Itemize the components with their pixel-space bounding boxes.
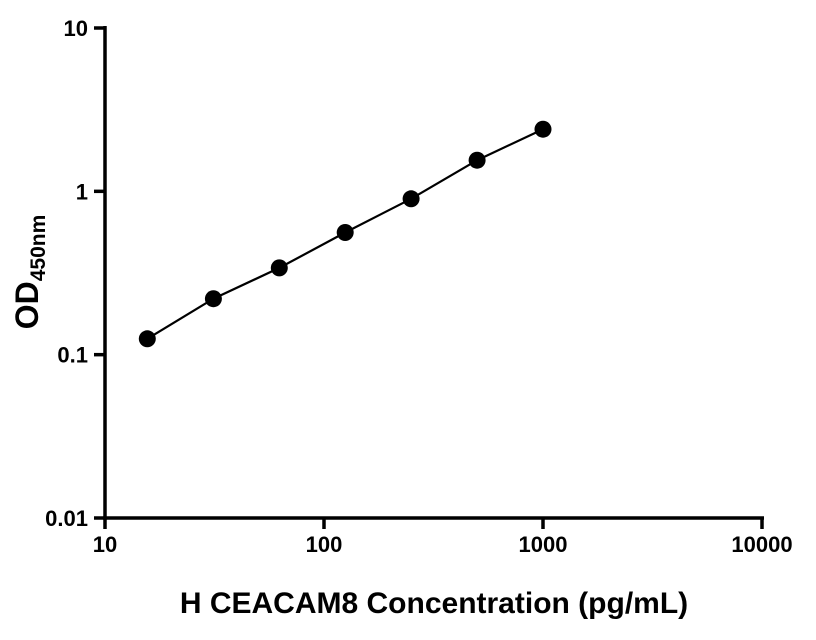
y-axis-title-main: OD [9,281,45,329]
x-tick-label: 10 [93,532,117,557]
data-point [468,151,486,169]
data-point [534,120,552,138]
data-point [204,290,222,308]
x-tick-label: 100 [306,532,343,557]
data-point [336,224,354,241]
y-axis-title-subscript: 450nm [27,215,50,282]
y-axis-title: OD450nm [9,215,50,330]
x-tick-label: 10000 [731,532,792,557]
y-tick-label: 0.01 [45,506,88,531]
data-point [138,330,156,348]
data-point [270,259,288,277]
x-tick-label: 1000 [519,532,568,557]
y-tick-label: 1 [76,179,88,204]
y-tick-label: 0.1 [57,343,88,368]
x-axis-title: H CEACAM8 Concentration (pg/mL) [180,587,688,620]
data-point [402,190,420,208]
y-tick-label: 10 [64,16,88,41]
axes-layer: 10 100 1000 10000 0.01 0.1 1 10 [45,16,792,557]
data-layer [138,120,552,348]
